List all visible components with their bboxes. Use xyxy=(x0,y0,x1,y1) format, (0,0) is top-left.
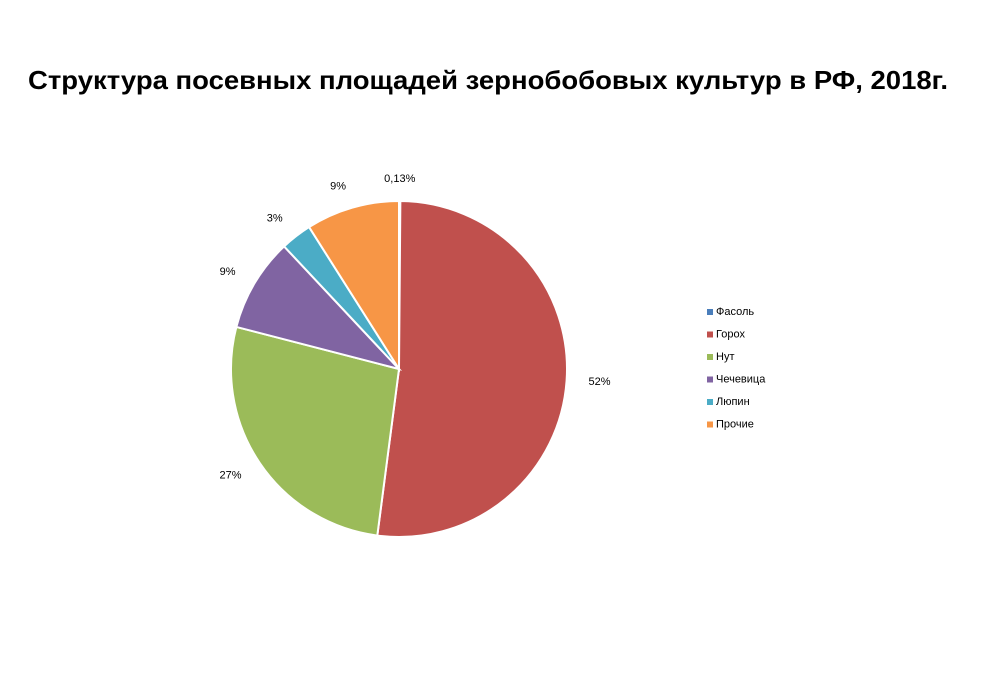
legend-marker xyxy=(707,376,713,383)
legend-marker xyxy=(707,399,713,405)
data-label: 27% xyxy=(220,469,242,481)
pie-slice xyxy=(307,199,400,373)
legend-label: Чечевица xyxy=(716,373,766,385)
legend-marker xyxy=(707,421,713,428)
legend-label: Прочие xyxy=(716,418,754,430)
legend-marker xyxy=(707,331,713,338)
legend-label: Люпин xyxy=(716,396,750,408)
data-label: 0,13% xyxy=(384,173,415,185)
data-label: 3% xyxy=(267,213,283,225)
legend-marker xyxy=(707,309,713,315)
chart-title: Структура посевных площадей зернобобовых… xyxy=(28,65,948,95)
legend-label: Фасоль xyxy=(716,306,754,318)
legend-label: Нут xyxy=(716,351,734,363)
pie-slice xyxy=(230,325,401,537)
data-label: 52% xyxy=(589,376,611,388)
pie-slice xyxy=(376,199,568,538)
data-label: 9% xyxy=(220,266,236,278)
data-label: 9% xyxy=(330,180,346,192)
pie-slice xyxy=(235,245,403,371)
legend-marker xyxy=(707,354,713,360)
legend-label: Горох xyxy=(716,328,745,340)
